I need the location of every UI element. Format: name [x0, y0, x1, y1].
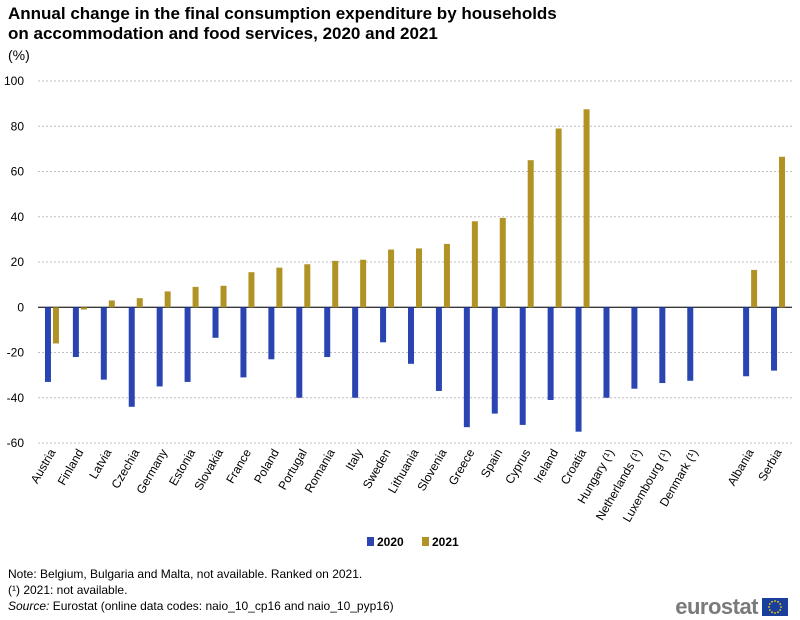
bar-2021 — [332, 260, 339, 308]
bar-2021 — [136, 298, 143, 308]
bar-2020 — [575, 307, 582, 432]
bar-2021 — [360, 259, 367, 308]
y-tick-label: 100 — [4, 74, 24, 88]
bar-2021 — [583, 109, 590, 308]
footnote-line: (¹) 2021: not available. — [8, 583, 128, 597]
bar-2021 — [416, 248, 422, 308]
bar-2020 — [463, 307, 470, 428]
y-tick-label: -40 — [7, 391, 25, 405]
legend-label-2021: 2021 — [432, 535, 459, 549]
y-tick-label: 80 — [11, 119, 25, 133]
x-tick-label: Cyprus — [502, 447, 533, 487]
bar-2021 — [388, 249, 395, 308]
bar-2020 — [491, 307, 498, 414]
bar-2021 — [164, 291, 171, 308]
logo-text: eurostat — [675, 594, 758, 619]
bar-2020 — [771, 307, 778, 371]
legend-label-2020: 2020 — [377, 535, 404, 549]
bar-2020 — [128, 307, 135, 407]
bar-2021 — [192, 286, 199, 308]
bar-2020 — [519, 307, 526, 425]
x-tick-label: Finland — [55, 447, 87, 488]
bar-2021 — [499, 217, 506, 308]
bar-2021 — [220, 285, 227, 308]
y-tick-label: 40 — [11, 210, 25, 224]
legend-swatch-2021 — [422, 537, 429, 546]
bar-2020 — [743, 307, 750, 377]
bar-2020 — [687, 307, 694, 381]
bar-2021 — [52, 307, 59, 344]
bar-2020 — [380, 307, 387, 343]
x-tick-label: Ireland — [531, 447, 561, 486]
chart-title: Annual change in the final consumption e… — [8, 4, 788, 44]
y-tick-label: -60 — [7, 436, 25, 450]
bar-2020 — [212, 307, 219, 338]
x-tick-label: Serbia — [755, 446, 785, 483]
x-tick-label: Latvia — [86, 446, 114, 481]
bar-2021 — [751, 269, 758, 308]
bar-2021 — [304, 264, 311, 308]
x-tick-label: France — [223, 446, 254, 486]
legend-swatch-2020 — [367, 537, 374, 546]
source-text: Eurostat (online data codes: naio_10_cp1… — [49, 599, 394, 613]
eu-flag-icon — [762, 598, 788, 616]
bar-2020 — [296, 307, 303, 398]
bar-2020 — [240, 307, 247, 378]
y-tick-label: 0 — [17, 300, 24, 314]
bar-2020 — [408, 307, 414, 364]
bar-2020 — [659, 307, 666, 384]
note-line: Note: Belgium, Bulgaria and Malta, not a… — [8, 567, 363, 581]
source-label: Source: — [8, 599, 50, 613]
x-tick-label: Italy — [343, 447, 366, 473]
bar-2021 — [443, 243, 450, 308]
bar-2020 — [324, 307, 331, 358]
source-line: Source: Eurostat (online data codes: nai… — [8, 598, 394, 614]
bar-2021 — [276, 267, 283, 308]
bar-2021 — [248, 272, 255, 308]
bar-2021 — [555, 128, 562, 308]
y-tick-label: 20 — [11, 255, 25, 269]
bar-2020 — [100, 307, 107, 380]
bar-2020 — [268, 307, 275, 360]
bar-2020 — [603, 307, 610, 398]
bar-2020 — [631, 307, 638, 389]
y-tick-label: 60 — [11, 165, 25, 179]
bar-2021 — [108, 300, 115, 308]
bar-2021 — [80, 307, 87, 310]
x-tick-label: Spain — [478, 447, 505, 481]
eurostat-logo: eurostat — [675, 594, 788, 620]
y-axis-unit: (%) — [8, 47, 30, 63]
chart-title-line-1: Annual change in the final consumption e… — [8, 4, 557, 23]
bar-2020 — [184, 307, 191, 382]
x-tick-label: Greece — [446, 446, 478, 487]
footnotes: Note: Belgium, Bulgaria and Malta, not a… — [8, 566, 394, 614]
bar-2020 — [44, 307, 51, 382]
bar-2020 — [547, 307, 554, 401]
bar-2020 — [72, 307, 79, 358]
bar-2020 — [435, 307, 442, 391]
y-tick-label: -20 — [7, 346, 25, 360]
bar-2020 — [156, 307, 163, 387]
bar-2021 — [779, 156, 786, 308]
bar-2020 — [352, 307, 359, 398]
x-tick-label: Albania — [725, 446, 757, 488]
chart-title-line-2: on accommodation and food services, 2020… — [8, 24, 438, 43]
bar-2021 — [471, 221, 478, 308]
bar-2021 — [527, 160, 534, 308]
